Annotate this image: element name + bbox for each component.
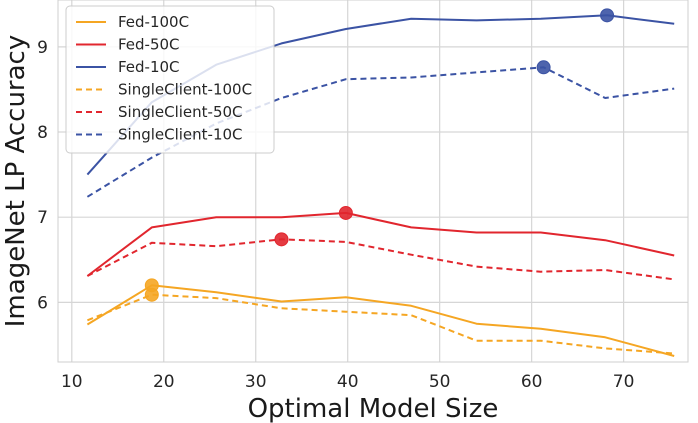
x-tick-label: 20	[153, 372, 175, 392]
x-axis-label: Optimal Model Size	[248, 394, 499, 423]
legend-label-fed-10c: Fed-10C	[118, 58, 180, 76]
x-tick-label: 30	[245, 372, 267, 392]
plot-frame	[57, 0, 689, 363]
series-line-fed-100c	[86, 284, 675, 357]
highlight-point-singleclient-100c	[144, 287, 159, 302]
x-tick-label: 70	[613, 372, 635, 392]
highlight-point-fed-50c	[338, 205, 353, 220]
legend-box	[65, 5, 275, 154]
x-tick-labels: 10 20 30 40 50 60 70	[61, 372, 634, 392]
x-tick-label: 40	[337, 372, 359, 392]
y-tick-label: 6	[37, 293, 48, 313]
legend: Fed-100C Fed-50C Fed-10C SingleClient-100C S…	[65, 5, 275, 154]
y-tick-label: 8	[37, 123, 48, 143]
legend-label-singleclient-10c: SingleClient-10C	[118, 126, 243, 144]
legend-label-fed-100c: Fed-100C	[118, 13, 189, 31]
x-tick-label: 10	[61, 372, 83, 392]
y-tick-label: 9	[37, 38, 48, 58]
legend-label-singleclient-100c: SingleClient-100C	[118, 81, 252, 99]
y-axis-label: ImageNet LP Accuracy	[1, 35, 31, 327]
x-tick-label: 60	[521, 372, 543, 392]
x-tick-label: 50	[429, 372, 451, 392]
series-line-singleclient-50c	[86, 238, 675, 281]
highlight-point-singleclient-50c	[274, 232, 289, 247]
series-line-fed-50c	[86, 211, 675, 277]
legend-label-fed-50c: Fed-50C	[118, 36, 180, 54]
legend-label-singleclient-50c: SingleClient-50C	[118, 103, 243, 121]
highlight-point-fed-10c	[600, 8, 615, 23]
highlight-points	[144, 8, 615, 302]
y-tick-label: 7	[37, 208, 48, 228]
series-line-singleclient-100c	[87, 293, 675, 355]
y-tick-labels: 6 7 8 9	[37, 38, 48, 314]
highlight-point-singleclient-10c	[536, 60, 551, 75]
